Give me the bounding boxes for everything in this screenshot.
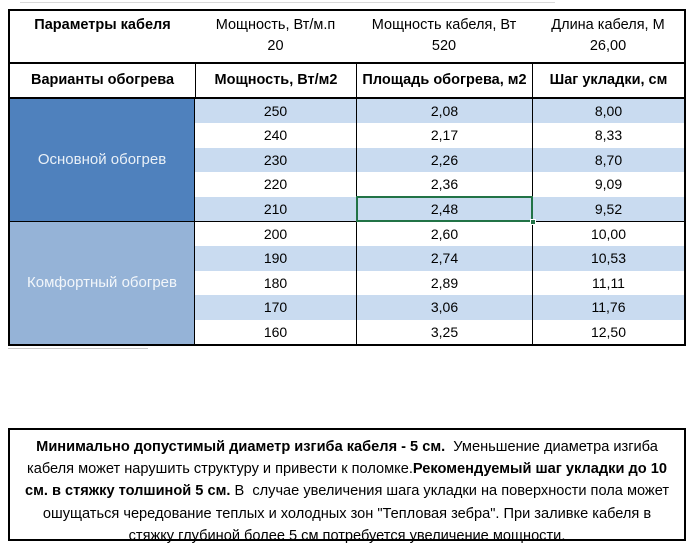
table-cell[interactable]: 190 <box>263 250 288 267</box>
heating-section: Основной обогрев 250 2,08 8,00 240 2,17 8,33 23… <box>10 99 684 225</box>
table-cell[interactable]: 11,76 <box>532 295 684 320</box>
table-row: 230 2,26 8,70 <box>195 147 684 173</box>
section-label-cell[interactable]: Комфортный обогрев <box>10 221 195 344</box>
table-row: 170 3,06 11,76 <box>195 295 684 320</box>
section-label-cell[interactable]: Основной обогрев <box>10 99 195 221</box>
cable-params-header: Параметры кабеля Мощность, Вт/м.п Мощнос… <box>10 11 684 62</box>
gridline-artifact-top <box>20 2 555 3</box>
param-label-power-per-m[interactable]: Мощность, Вт/м.п <box>215 17 336 33</box>
table-cell[interactable]: 9,09 <box>532 172 684 197</box>
note-segment-bold: Рекомендуемый шаг укладки до 10 см. в ст… <box>24 461 672 500</box>
note-segment: В случае увеличения шага укладки на пове… <box>42 483 674 544</box>
table-row: 220 2,36 9,09 <box>195 172 684 197</box>
cable-parameters-table: Параметры кабеля Мощность, Вт/м.п Мощнос… <box>8 9 686 346</box>
note-segment-bold: Минимально допустимый диаметр изгиба каб… <box>36 439 446 455</box>
table-cell[interactable]: 10,00 <box>532 221 684 247</box>
header-spacing[interactable]: Шаг укладки, см <box>532 64 684 97</box>
table-cell[interactable]: 2,08 <box>356 99 532 124</box>
table-cell[interactable]: 2,36 <box>356 172 532 197</box>
table-cell[interactable]: 160 <box>263 323 288 340</box>
table-cell[interactable]: 2,74 <box>356 246 532 271</box>
table-cell[interactable]: 170 <box>263 299 288 316</box>
header-power[interactable]: Мощность, Вт/м2 <box>195 64 356 97</box>
table-cell[interactable]: 10,53 <box>532 246 684 271</box>
table-row: 180 2,89 11,11 <box>195 270 684 296</box>
table-cell[interactable]: 240 <box>263 127 288 144</box>
header-area[interactable]: Площадь обогрева, м2 <box>356 64 532 97</box>
param-value-power-per-m[interactable]: 20 <box>267 38 284 54</box>
param-empty-cell[interactable] <box>10 36 195 57</box>
gridline-artifact-bottom <box>8 348 148 349</box>
cable-note-box[interactable]: Минимально допустимый диаметр изгиба каб… <box>8 428 686 544</box>
table-row: 200 2,60 10,00 <box>195 221 684 247</box>
table-cell[interactable]: 2,60 <box>356 221 532 247</box>
heating-section: Комфортный обогрев 200 2,60 10,00 190 2,74 10,… <box>10 220 684 344</box>
table-cell[interactable]: 8,00 <box>532 99 684 124</box>
table-cell[interactable]: 8,70 <box>532 147 684 173</box>
table-cell[interactable]: 220 <box>263 176 288 193</box>
selected-cell[interactable]: 2,48 <box>356 195 536 225</box>
table-cell[interactable]: 11,11 <box>532 270 684 296</box>
table-row: 240 2,17 8,33 <box>195 123 684 148</box>
table-cell[interactable]: 230 <box>263 151 288 168</box>
table-cell[interactable]: 3,25 <box>356 319 532 344</box>
table-row: 210 2,48 9,52 <box>195 195 684 225</box>
param-label-cable-length[interactable]: Длина кабеля, М <box>551 17 665 33</box>
table-header-row: Варианты обогрева Мощность, Вт/м2 Площад… <box>10 62 684 97</box>
cable-note-text: Минимально допустимый диаметр изгиба каб… <box>20 436 674 547</box>
param-value-cable-power[interactable]: 520 <box>431 38 457 54</box>
param-value-cable-length[interactable]: 26,00 <box>589 38 627 54</box>
table-row: 160 3,25 12,50 <box>195 319 684 344</box>
note-segment: Уменьшение диаметра изгиба кабеля может … <box>27 439 662 478</box>
params-title[interactable]: Параметры кабеля <box>34 17 171 33</box>
table-cell[interactable]: 9,52 <box>532 196 684 221</box>
table-cell[interactable]: 2,26 <box>356 147 532 173</box>
table-cell[interactable]: 2,17 <box>356 123 532 148</box>
table-cell[interactable]: 8,33 <box>532 123 684 148</box>
header-heating-variants[interactable]: Варианты обогрева <box>30 72 175 88</box>
table-cell[interactable]: 12,50 <box>532 319 684 344</box>
table-row: 190 2,74 10,53 <box>195 246 684 271</box>
table-row: 250 2,08 8,00 <box>195 99 684 124</box>
table-cell[interactable]: 2,89 <box>356 270 532 296</box>
table-cell[interactable]: 3,06 <box>356 295 532 320</box>
table-cell[interactable]: 180 <box>263 274 288 291</box>
param-label-cable-power[interactable]: Мощность кабеля, Вт <box>371 17 517 33</box>
table-cell[interactable]: 210 <box>263 200 288 217</box>
table-cell[interactable]: 200 <box>263 225 288 242</box>
table-body: Основной обогрев 250 2,08 8,00 240 2,17 8,33 23… <box>10 97 684 344</box>
table-cell[interactable]: 250 <box>263 103 288 119</box>
fill-handle[interactable] <box>530 218 536 225</box>
